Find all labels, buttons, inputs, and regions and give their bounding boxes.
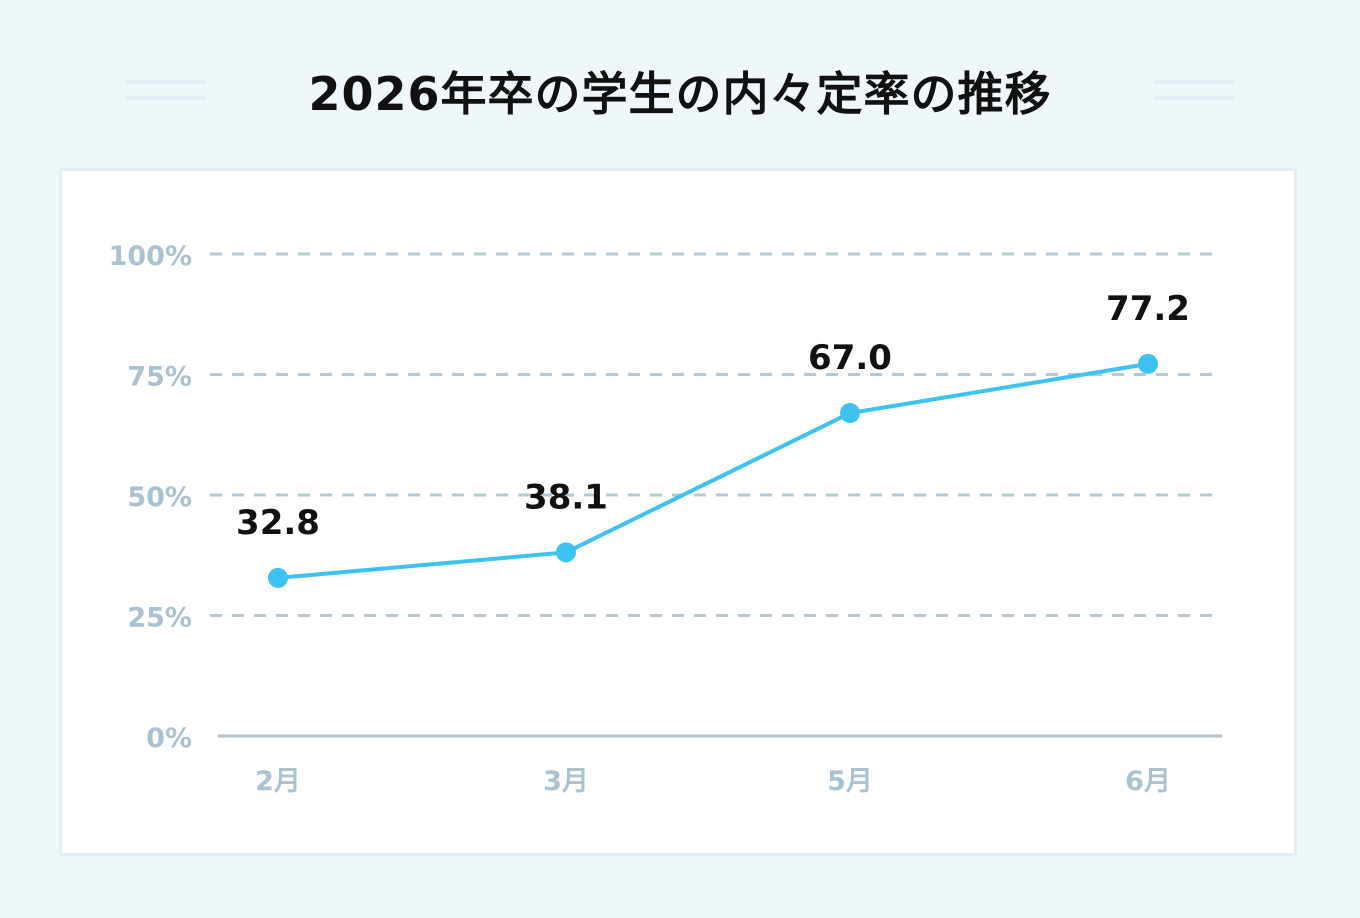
title-area: 2026年卒の学生の内々定率の推移: [0, 58, 1360, 138]
y-tick-label: 100%: [109, 241, 192, 272]
data-point: [268, 567, 288, 588]
data-point: [1138, 353, 1158, 374]
series-layer: [268, 353, 1158, 588]
x-tick-label: 3月: [543, 766, 589, 797]
label-layer: 32.8 38.1 67.0 77.2: [236, 289, 1190, 543]
data-point: [556, 542, 576, 563]
data-label: 38.1: [524, 477, 608, 517]
chart-title: 2026年卒の学生の内々定率の推移: [308, 67, 1052, 121]
data-label: 77.2: [1106, 289, 1190, 329]
x-tick-label: 6月: [1125, 766, 1171, 797]
title-decoration-left: [125, 80, 205, 100]
y-tick-label: 0%: [146, 723, 192, 754]
data-point: [840, 403, 860, 424]
x-tick-label: 5月: [827, 766, 873, 797]
y-tick-label: 75%: [127, 362, 192, 393]
chart-card: [59, 168, 1297, 856]
x-tick-label: 2月: [255, 766, 301, 797]
data-label: 32.8: [236, 503, 320, 543]
y-tick-label: 25%: [127, 603, 192, 634]
y-tick-label: 50%: [127, 482, 192, 513]
series-line: [277, 361, 1149, 580]
grid-layer: [210, 252, 1222, 617]
title-decoration-right: [1155, 80, 1235, 100]
axis-layer: 0% 25% 50% 75% 100% 2月 3月 5月 6月: [109, 241, 1222, 797]
data-label: 67.0: [808, 338, 892, 378]
